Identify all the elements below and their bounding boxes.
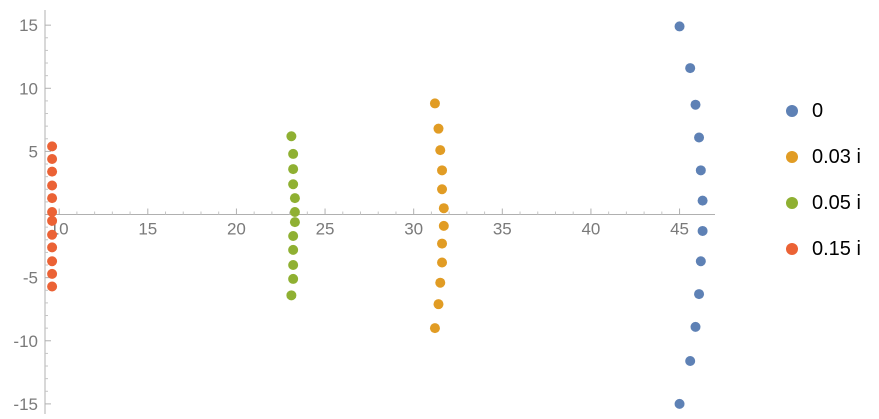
data-point [288,179,299,190]
y-tick-label: -5 [23,269,38,288]
data-point [685,63,696,74]
data-point [429,98,440,109]
data-point [695,256,706,267]
data-point [47,193,58,204]
legend-label-series-2: 0.05 i [812,191,861,214]
data-point [437,184,448,195]
data-point [437,238,448,249]
series-3 [47,141,58,292]
data-point [438,203,449,214]
data-point [47,207,58,217]
data-point [288,148,299,159]
data-point [47,141,58,152]
data-point [47,268,58,279]
data-point [435,277,446,288]
data-point [695,165,706,176]
data-point [47,256,58,267]
data-point [286,290,297,301]
data-point [694,289,705,300]
legend-item-series-0: 0 [786,88,876,134]
legend-label-series-1: 0.03 i [812,145,861,168]
data-point [47,229,58,240]
data-point [435,145,446,156]
legend-label-series-0: 0 [812,99,824,122]
data-point [288,244,299,255]
legend-item-series-1: 0.03 i [786,134,876,180]
axis-ticks [45,24,681,405]
y-tick-label: -15 [13,395,38,414]
data-point [286,131,297,142]
axes [44,10,715,414]
data-point [288,273,299,284]
data-point [437,257,448,268]
y-tick-label: -10 [13,332,38,351]
data-point [47,166,58,177]
y-tick-label: 5 [29,142,38,161]
data-point [697,225,708,236]
legend-label-series-3: 0.15 i [812,237,861,260]
data-point [47,153,58,164]
legend: 0 0.03 i 0.05 i 0.15 i [786,88,876,272]
data-point [47,242,58,253]
data-point [289,217,300,228]
data-point [690,321,701,332]
data-point [690,99,701,110]
data-point [433,123,444,134]
data-point [288,164,299,175]
data-point [47,281,58,292]
series-0 [674,21,708,409]
legend-swatch-series-0 [786,105,798,117]
y-tick-label: 15 [19,16,38,35]
y-tick-label: 10 [19,79,38,98]
x-tick-label: 15 [138,220,157,239]
data-points [47,21,708,409]
data-point [697,195,708,206]
x-tick-label: 25 [316,220,335,239]
data-point [433,299,444,310]
x-tick-label: 40 [581,220,600,239]
data-point [674,21,685,32]
x-tick-label: 35 [493,220,512,239]
data-point [438,220,449,231]
legend-item-series-2: 0.05 i [786,180,876,226]
data-point [429,323,440,334]
legend-swatch-series-1 [786,151,798,163]
x-tick-label: 45 [670,220,689,239]
x-tick-label: 20 [227,220,246,239]
legend-swatch-series-2 [786,197,798,209]
x-tick-label: 30 [404,220,423,239]
data-point [288,230,299,241]
data-point [47,215,58,226]
data-point [288,260,299,271]
data-point [289,207,300,217]
data-point [47,180,58,191]
data-point [674,398,685,409]
legend-swatch-series-3 [786,243,798,255]
data-point [437,165,448,176]
series-1 [429,98,449,334]
data-point [289,193,300,204]
data-point [694,132,705,143]
data-point [685,355,696,366]
legend-item-series-3: 0.15 i [786,226,876,272]
series-2 [286,131,300,301]
